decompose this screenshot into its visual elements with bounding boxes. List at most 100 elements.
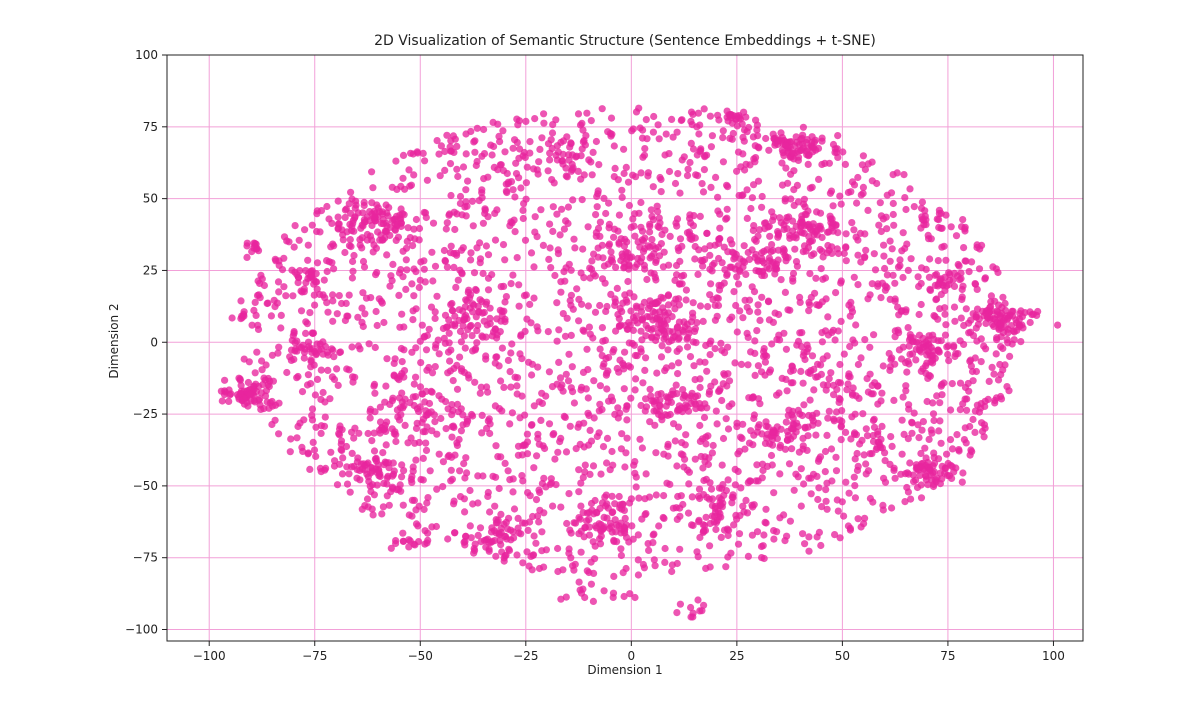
data-point <box>1003 383 1011 391</box>
data-point <box>611 301 619 309</box>
data-point <box>556 231 564 239</box>
data-point <box>804 423 812 431</box>
data-point <box>753 528 762 536</box>
data-point <box>824 414 832 422</box>
data-point <box>687 139 695 147</box>
data-point <box>771 141 779 149</box>
data-point <box>380 479 388 487</box>
data-point <box>283 368 291 377</box>
data-point <box>769 435 777 443</box>
data-point <box>329 291 337 299</box>
data-point <box>329 240 337 248</box>
data-point <box>532 496 541 504</box>
data-point <box>816 245 824 254</box>
data-point <box>781 288 790 296</box>
data-point <box>502 293 510 301</box>
data-point <box>675 334 683 342</box>
data-point <box>709 441 717 450</box>
data-point <box>351 204 359 212</box>
data-point <box>402 285 410 293</box>
data-point <box>521 236 530 244</box>
data-point <box>825 246 833 254</box>
data-point <box>750 181 758 189</box>
data-point <box>712 525 720 534</box>
data-point <box>763 246 771 254</box>
data-point <box>538 528 546 536</box>
data-point <box>991 316 999 324</box>
data-point <box>290 355 298 363</box>
data-point <box>941 331 950 339</box>
data-point <box>615 322 624 330</box>
data-point <box>605 242 613 250</box>
data-point <box>600 360 608 368</box>
data-point <box>575 488 583 496</box>
data-point <box>293 434 301 442</box>
data-point <box>464 177 472 185</box>
data-point <box>955 446 963 454</box>
data-point <box>461 344 469 352</box>
data-point <box>777 276 785 284</box>
data-point <box>886 257 894 265</box>
data-point <box>786 517 795 525</box>
data-point <box>660 514 668 523</box>
data-point <box>654 208 662 216</box>
data-point <box>806 301 814 309</box>
data-point <box>575 578 583 586</box>
data-point <box>392 437 400 446</box>
data-point <box>683 172 692 180</box>
data-point <box>423 366 431 374</box>
data-point <box>930 335 938 343</box>
data-point <box>629 171 637 179</box>
data-point <box>724 370 732 378</box>
data-point <box>299 447 307 455</box>
data-point <box>789 407 797 415</box>
data-point <box>712 173 720 181</box>
data-point <box>331 457 339 465</box>
data-point <box>577 152 585 160</box>
data-point <box>407 434 415 442</box>
data-point <box>575 420 583 428</box>
data-point <box>606 524 614 533</box>
data-points <box>217 104 1062 621</box>
data-point <box>637 348 645 356</box>
data-point <box>478 429 486 437</box>
data-point <box>496 537 504 545</box>
data-point <box>762 418 770 426</box>
data-point <box>832 467 841 475</box>
data-point <box>977 404 985 412</box>
data-point <box>348 274 356 282</box>
data-point <box>908 429 916 437</box>
data-point <box>851 339 859 347</box>
data-point <box>470 269 479 277</box>
data-point <box>424 494 432 502</box>
data-point <box>659 263 668 271</box>
data-point <box>563 314 571 322</box>
data-point <box>370 241 378 249</box>
data-point <box>513 115 521 123</box>
data-point <box>514 451 523 459</box>
data-point <box>831 531 839 539</box>
data-point <box>870 331 878 339</box>
data-point <box>689 145 698 153</box>
data-point <box>370 491 378 499</box>
data-point <box>360 201 368 210</box>
data-point <box>647 392 655 400</box>
data-point <box>861 336 869 344</box>
data-point <box>562 217 570 225</box>
y-tick-label: 50 <box>143 192 158 206</box>
data-point <box>707 485 716 493</box>
data-point <box>433 485 441 493</box>
data-point <box>517 530 525 538</box>
data-point <box>921 444 929 452</box>
data-point <box>927 235 935 243</box>
data-point <box>602 354 610 363</box>
data-point <box>733 167 741 175</box>
data-point <box>699 262 707 270</box>
data-point <box>747 204 755 213</box>
data-point <box>940 242 948 250</box>
data-point <box>531 228 539 236</box>
data-point <box>631 593 639 602</box>
data-point <box>341 316 349 325</box>
data-point <box>701 400 709 408</box>
data-point <box>848 413 856 421</box>
